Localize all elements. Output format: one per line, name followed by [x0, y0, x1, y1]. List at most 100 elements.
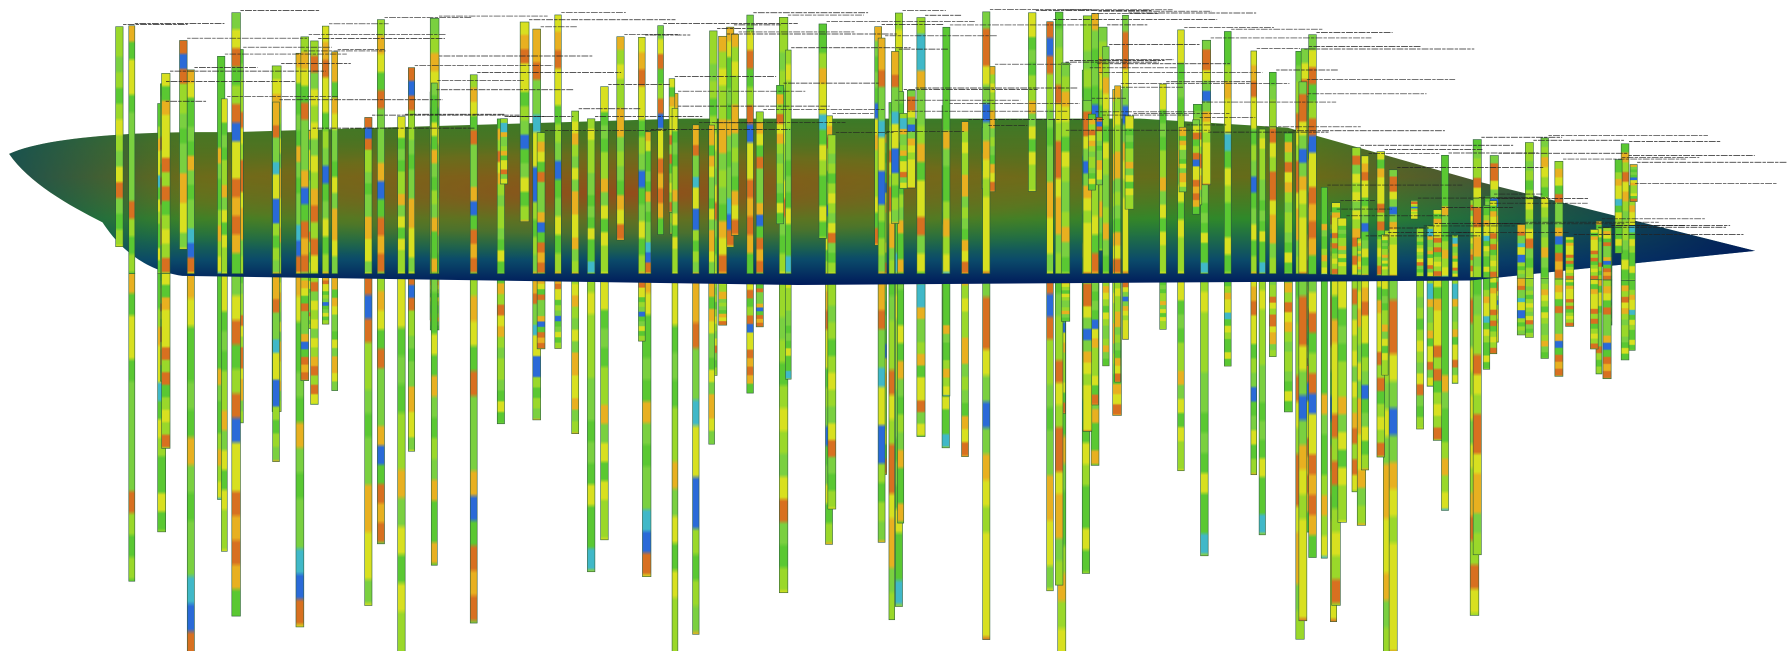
well-log [1321, 187, 1327, 274]
well-log [709, 125, 715, 274]
well-log [1251, 51, 1257, 274]
well-log [1178, 274, 1185, 471]
well-log [1096, 117, 1102, 184]
well-log [1179, 127, 1186, 192]
well-log [431, 274, 437, 566]
well-log [1309, 35, 1317, 274]
well-log [1473, 140, 1481, 278]
well-log [889, 274, 895, 620]
well-log [1590, 280, 1598, 349]
well-log [1061, 63, 1070, 274]
well-log [398, 117, 406, 274]
well-log [311, 41, 319, 274]
lower-well-segments [129, 274, 1635, 651]
well-log [1389, 170, 1397, 276]
well-log [601, 274, 609, 540]
well-log [1630, 165, 1637, 202]
well-log [719, 36, 727, 273]
well-log [917, 18, 925, 274]
well-log [907, 90, 915, 188]
well-log [1115, 86, 1121, 274]
well-log [221, 99, 227, 274]
well-log [232, 13, 241, 274]
well-log [500, 119, 507, 184]
well-log [408, 274, 414, 452]
well-log [1115, 274, 1121, 382]
well-log [962, 274, 969, 457]
well-log [731, 34, 738, 235]
well-log [537, 274, 545, 349]
well-log [1566, 279, 1574, 326]
well-log [1028, 13, 1036, 192]
well-log [162, 73, 170, 273]
well-log [1047, 274, 1054, 591]
well-log [900, 113, 907, 188]
well-log [962, 122, 969, 274]
well-log [1251, 274, 1257, 475]
well-log [1433, 210, 1441, 277]
well-log [1269, 72, 1276, 273]
well-log [311, 274, 319, 405]
well-log [897, 274, 903, 523]
well-log [232, 274, 241, 616]
well-log [587, 119, 595, 274]
well-log [828, 274, 836, 509]
well-log [221, 274, 227, 552]
well-log [332, 274, 338, 391]
well-log [273, 274, 280, 462]
well-log [1590, 230, 1598, 280]
well-log [1224, 31, 1231, 273]
well-log [301, 274, 309, 381]
well-log [1201, 274, 1209, 556]
well-log [1621, 280, 1629, 360]
well-log [1490, 201, 1497, 278]
well-log [1566, 237, 1574, 279]
well-log [273, 102, 280, 274]
well-log [917, 274, 925, 437]
well-log [1411, 200, 1418, 219]
well-log [555, 15, 561, 274]
well-log [1382, 235, 1388, 276]
well-log [1103, 274, 1109, 366]
well-log [943, 274, 950, 396]
well-log [1490, 278, 1497, 354]
well-log [1483, 205, 1490, 277]
well-log [555, 274, 561, 349]
well-log [408, 68, 414, 274]
well-log [983, 274, 990, 640]
well-log [1047, 22, 1054, 274]
well-log [1361, 275, 1368, 470]
well-log [709, 274, 715, 445]
well-log [1382, 275, 1388, 375]
well-log [878, 274, 885, 543]
well-log [1103, 47, 1109, 274]
well-log [1416, 228, 1423, 276]
well-log [1299, 274, 1307, 621]
well-log [819, 24, 827, 238]
well-log [365, 117, 372, 273]
well-log [322, 26, 329, 274]
well-log [1452, 235, 1458, 277]
well-log [187, 274, 194, 651]
well-log [601, 87, 609, 274]
well-log [301, 37, 309, 274]
well-log [377, 20, 384, 274]
well-log [1122, 274, 1128, 340]
well-log [1441, 277, 1448, 511]
page: (() => { const svg = document.getElement… [0, 0, 1787, 651]
well-log [322, 274, 329, 325]
well-log [572, 274, 579, 434]
well-log [1338, 218, 1347, 275]
well-log [1092, 274, 1099, 405]
well-log [1284, 274, 1292, 412]
well-log [1193, 120, 1200, 214]
well-log [116, 27, 123, 247]
well-log [1269, 274, 1276, 357]
well-log [943, 27, 950, 273]
well-log [1555, 161, 1563, 279]
well-log [1525, 143, 1533, 279]
well-log [187, 70, 194, 274]
well-log [162, 274, 170, 449]
well-log [1541, 279, 1549, 359]
well-log [891, 51, 898, 223]
